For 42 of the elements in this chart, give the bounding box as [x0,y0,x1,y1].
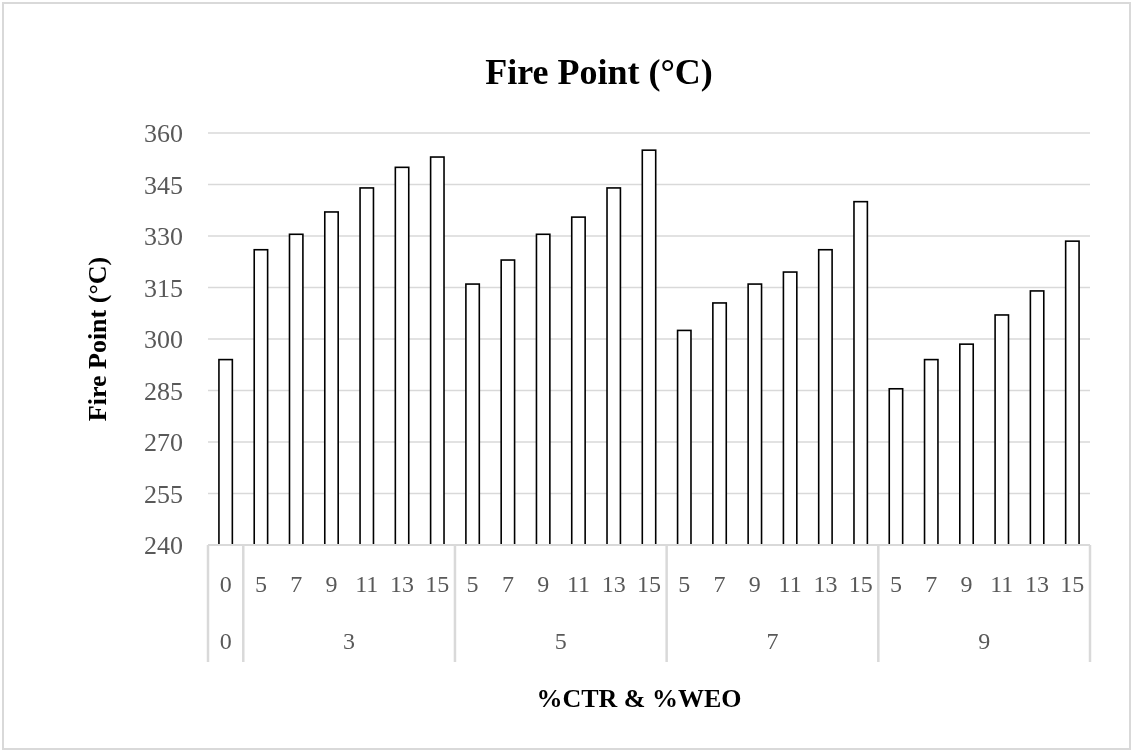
x-tick-label: 15 [848,571,873,597]
x-tick-label: 9 [960,571,973,597]
chart-title: Fire Point (°C) [485,52,713,92]
y-tick-label: 285 [144,376,183,406]
x-tick-label: 7 [925,571,938,597]
x-tick-label: 11 [566,571,590,597]
y-tick-label: 240 [144,531,183,561]
x-tick-label: 5 [254,571,267,597]
x-tick-label: 15 [1060,571,1085,597]
x-tick-label: 13 [1025,571,1050,597]
x-tick-label: 9 [325,571,338,597]
x-tick-label: 15 [425,571,450,597]
x-tick-label: 5 [889,571,902,597]
x-tick-label: 0 [219,571,232,597]
y-tick-label: 315 [144,273,183,303]
x-tick-label: 5 [466,571,479,597]
x-tick-label: 13 [813,571,838,597]
text: 0 [219,628,232,654]
y-tick-label: 345 [144,170,183,200]
x-axis-title: %CTR & %WEO [536,684,742,713]
y-tick-label: 255 [144,479,183,509]
x-tick-label: 11 [778,571,802,597]
x-tick-label: 11 [355,571,379,597]
x-tick-label: 13 [601,571,626,597]
x-tick-label: 11 [990,571,1014,597]
y-tick-label: 300 [144,325,183,355]
x-tick-label: 7 [713,571,726,597]
y-tick-label: 330 [144,222,183,252]
x-tick-label: 13 [390,571,415,597]
x-tick-label: 15 [637,571,661,597]
x-tick-label: 7 [290,571,303,597]
x-tick-label: 5 [678,571,691,597]
y-tick-label: 360 [144,119,183,149]
text: 9 [978,628,991,654]
x-tick-label: 9 [537,571,550,597]
x-tick-label: 7 [501,571,514,597]
y-axis-title: Fire Point (°C) [83,256,112,422]
text: 3 [343,628,356,654]
x-tick-label: 9 [748,571,761,597]
text: 5 [554,628,567,654]
text: 7 [766,628,779,654]
y-tick-label: 270 [144,428,183,458]
